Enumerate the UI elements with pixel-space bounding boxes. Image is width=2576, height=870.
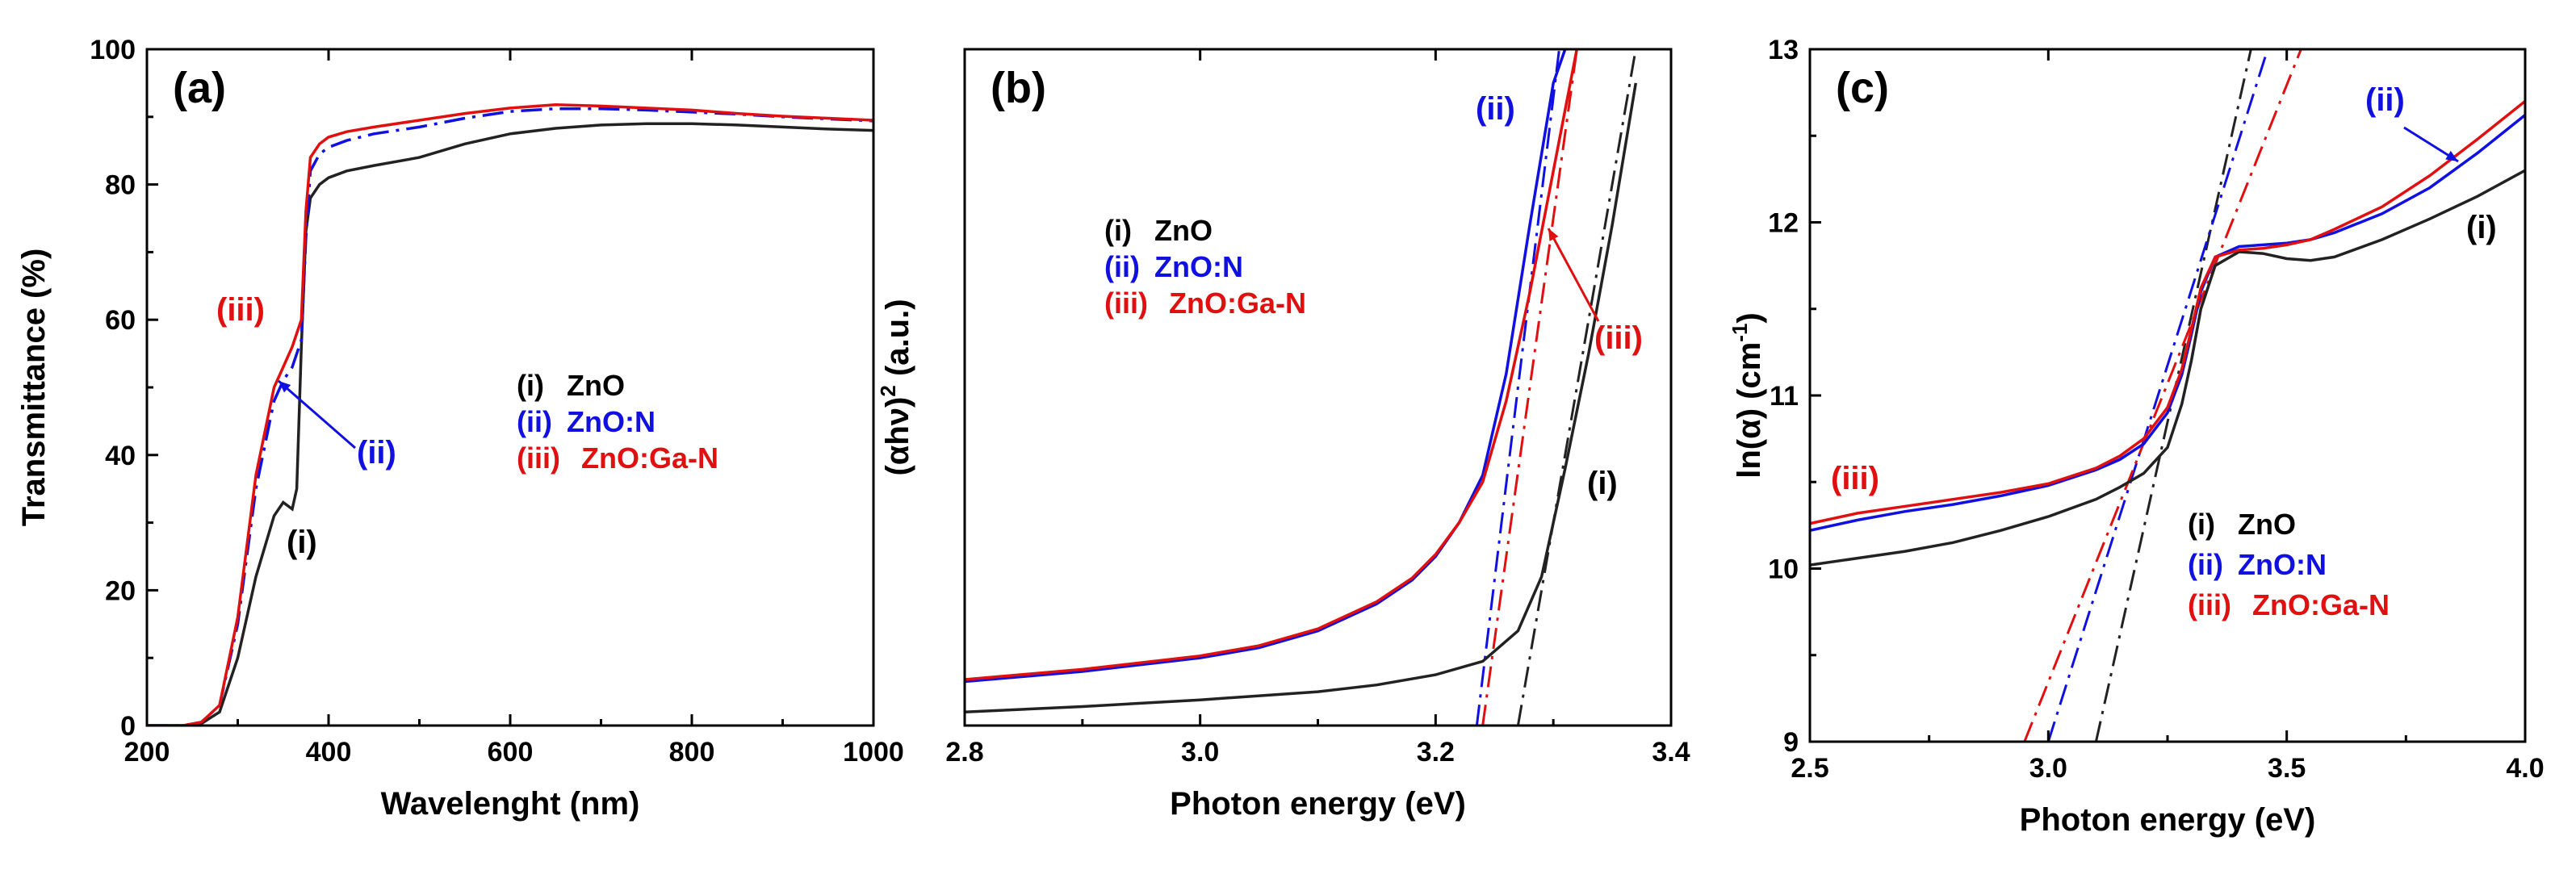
legend-entry: ZnO:Ga-N bbox=[581, 441, 718, 475]
plot-area bbox=[147, 102, 873, 726]
y-axis-label-sup: -1 bbox=[1728, 324, 1752, 342]
plot-frame bbox=[145, 48, 875, 727]
series-line-3 bbox=[147, 102, 873, 726]
fit-line-3 bbox=[1481, 49, 1578, 726]
y-tick-label: 100 bbox=[90, 35, 136, 65]
panel-label: (c) bbox=[1836, 64, 1889, 112]
annotation-label: (i) bbox=[287, 525, 317, 560]
x-tick-label: 4.0 bbox=[2506, 753, 2544, 784]
annotation-label: (ii) bbox=[2365, 82, 2405, 118]
panel-label: (a) bbox=[173, 64, 226, 112]
annotation-arrow bbox=[1547, 228, 1600, 322]
legend-marker: (ii) bbox=[2188, 548, 2223, 581]
plot-frame bbox=[1808, 48, 2527, 743]
panel-label: (b) bbox=[991, 64, 1046, 112]
series-line-1 bbox=[1810, 169, 2525, 567]
panel-b: 2.8 3.0 3.2 3.4 Photon energy (eV) (b) (αhν)2 … bbox=[876, 48, 1690, 822]
x-tick-label: 200 bbox=[124, 737, 170, 768]
series-line-1 bbox=[965, 82, 1638, 713]
legend-entry: ZnO bbox=[2238, 508, 2296, 541]
legend-entry: ZnO:N bbox=[2238, 548, 2327, 581]
annotation-label: (iii) bbox=[1594, 320, 1643, 356]
x-tick-label: 1000 bbox=[843, 737, 904, 768]
y-axis-label-base: (αhν) bbox=[880, 397, 915, 476]
y-tick-label: 40 bbox=[105, 441, 136, 471]
y-axis-label-unit: (a.u.) bbox=[880, 299, 915, 385]
y-axis-label-close: ) bbox=[1732, 312, 1767, 323]
legend-marker: (i) bbox=[1104, 214, 1132, 247]
x-axis-label: Photon energy (eV) bbox=[2020, 802, 2316, 838]
legend-entry: ZnO:Ga-N bbox=[2252, 588, 2390, 621]
y-tick-label: 9 bbox=[1783, 727, 1799, 758]
legend-entry: ZnO bbox=[567, 369, 625, 402]
x-tick-label: 3.4 bbox=[1652, 737, 1690, 768]
series-line-1 bbox=[147, 122, 873, 726]
legend-entry: ZnO bbox=[1154, 214, 1213, 247]
annotation-arrowhead bbox=[2445, 150, 2458, 161]
y-tick-label: 60 bbox=[105, 305, 136, 336]
x-axis-label: Wavelenght (nm) bbox=[381, 786, 640, 822]
y-tick-label: 13 bbox=[1768, 35, 1799, 65]
plot-area bbox=[965, 49, 1638, 726]
legend-marker: (ii) bbox=[517, 405, 552, 438]
annotation-arrowhead bbox=[279, 381, 291, 393]
y-tick-label: 20 bbox=[105, 575, 136, 606]
annotation-label: (ii) bbox=[357, 435, 396, 471]
legend-entry: ZnO:N bbox=[567, 405, 656, 438]
x-tick-label: 3.0 bbox=[1181, 737, 1219, 768]
x-tick-label: 600 bbox=[488, 737, 534, 768]
annotation-label: (iii) bbox=[216, 292, 265, 328]
y-axis-label: ln(α) (cm-1) bbox=[1728, 312, 1767, 478]
x-tick-label: 800 bbox=[669, 737, 715, 768]
x-tick-label: 400 bbox=[306, 737, 352, 768]
legend-entry: ZnO:N bbox=[1154, 250, 1243, 283]
plot-area bbox=[1810, 49, 2525, 742]
legend-marker: (i) bbox=[517, 369, 544, 402]
legend-marker: (iii) bbox=[2188, 588, 2231, 621]
legend-marker: (ii) bbox=[1104, 250, 1140, 283]
series-line-2 bbox=[965, 49, 1567, 684]
series-line-3 bbox=[965, 49, 1579, 681]
y-tick-label: 11 bbox=[1770, 381, 1799, 412]
x-tick-label: 3.2 bbox=[1417, 737, 1455, 768]
legend-marker: (iii) bbox=[1104, 287, 1148, 320]
x-tick-label: 3.0 bbox=[2029, 753, 2067, 784]
y-tick-label: 80 bbox=[105, 170, 136, 201]
legend-entry: ZnO:Ga-N bbox=[1169, 287, 1306, 320]
annotation-label: (iii) bbox=[1831, 461, 1879, 496]
x-tick-label: 2.5 bbox=[1791, 753, 1828, 784]
y-axis-label-sup: 2 bbox=[876, 385, 900, 396]
legend-marker: (i) bbox=[2188, 508, 2215, 541]
x-axis-label: Photon energy (eV) bbox=[1170, 786, 1466, 822]
y-tick-label: 10 bbox=[1768, 554, 1799, 585]
fit-line-1 bbox=[1516, 49, 1637, 726]
x-tick-label: 3.5 bbox=[2268, 753, 2306, 784]
y-tick-label: 0 bbox=[120, 711, 136, 742]
annotation-label: (ii) bbox=[1476, 91, 1515, 127]
fit-line-2 bbox=[2046, 49, 2269, 742]
y-axis-label-base: ln(α) (cm bbox=[1732, 342, 1767, 479]
panel-c: 2.5 3.0 3.5 4.0 9 10 11 12 13 Photon energy (eV) (… bbox=[1728, 35, 2545, 838]
series-line-2 bbox=[1810, 114, 2525, 533]
fit-line-2 bbox=[1475, 49, 1560, 726]
annotation-label: (i) bbox=[2466, 210, 2497, 245]
y-axis-label: Transmittance (%) bbox=[16, 249, 52, 527]
annotation-arrowhead bbox=[1548, 228, 1559, 241]
y-axis-label: (αhν)2 (a.u.) bbox=[876, 299, 915, 475]
plot-frame bbox=[963, 48, 1673, 727]
series-line-2 bbox=[147, 107, 873, 726]
fit-line-3 bbox=[2023, 49, 2302, 742]
annotation-arrow bbox=[278, 379, 356, 450]
x-tick-label: 2.8 bbox=[945, 737, 983, 768]
panel-a: 200 400 600 800 1000 0 20 40 60 80 100 Wavelenght (… bbox=[16, 35, 904, 822]
legend-marker: (iii) bbox=[517, 441, 560, 475]
series-line-3 bbox=[1810, 100, 2525, 525]
y-tick-label: 12 bbox=[1768, 208, 1799, 239]
annotation-label: (i) bbox=[1587, 466, 1618, 501]
